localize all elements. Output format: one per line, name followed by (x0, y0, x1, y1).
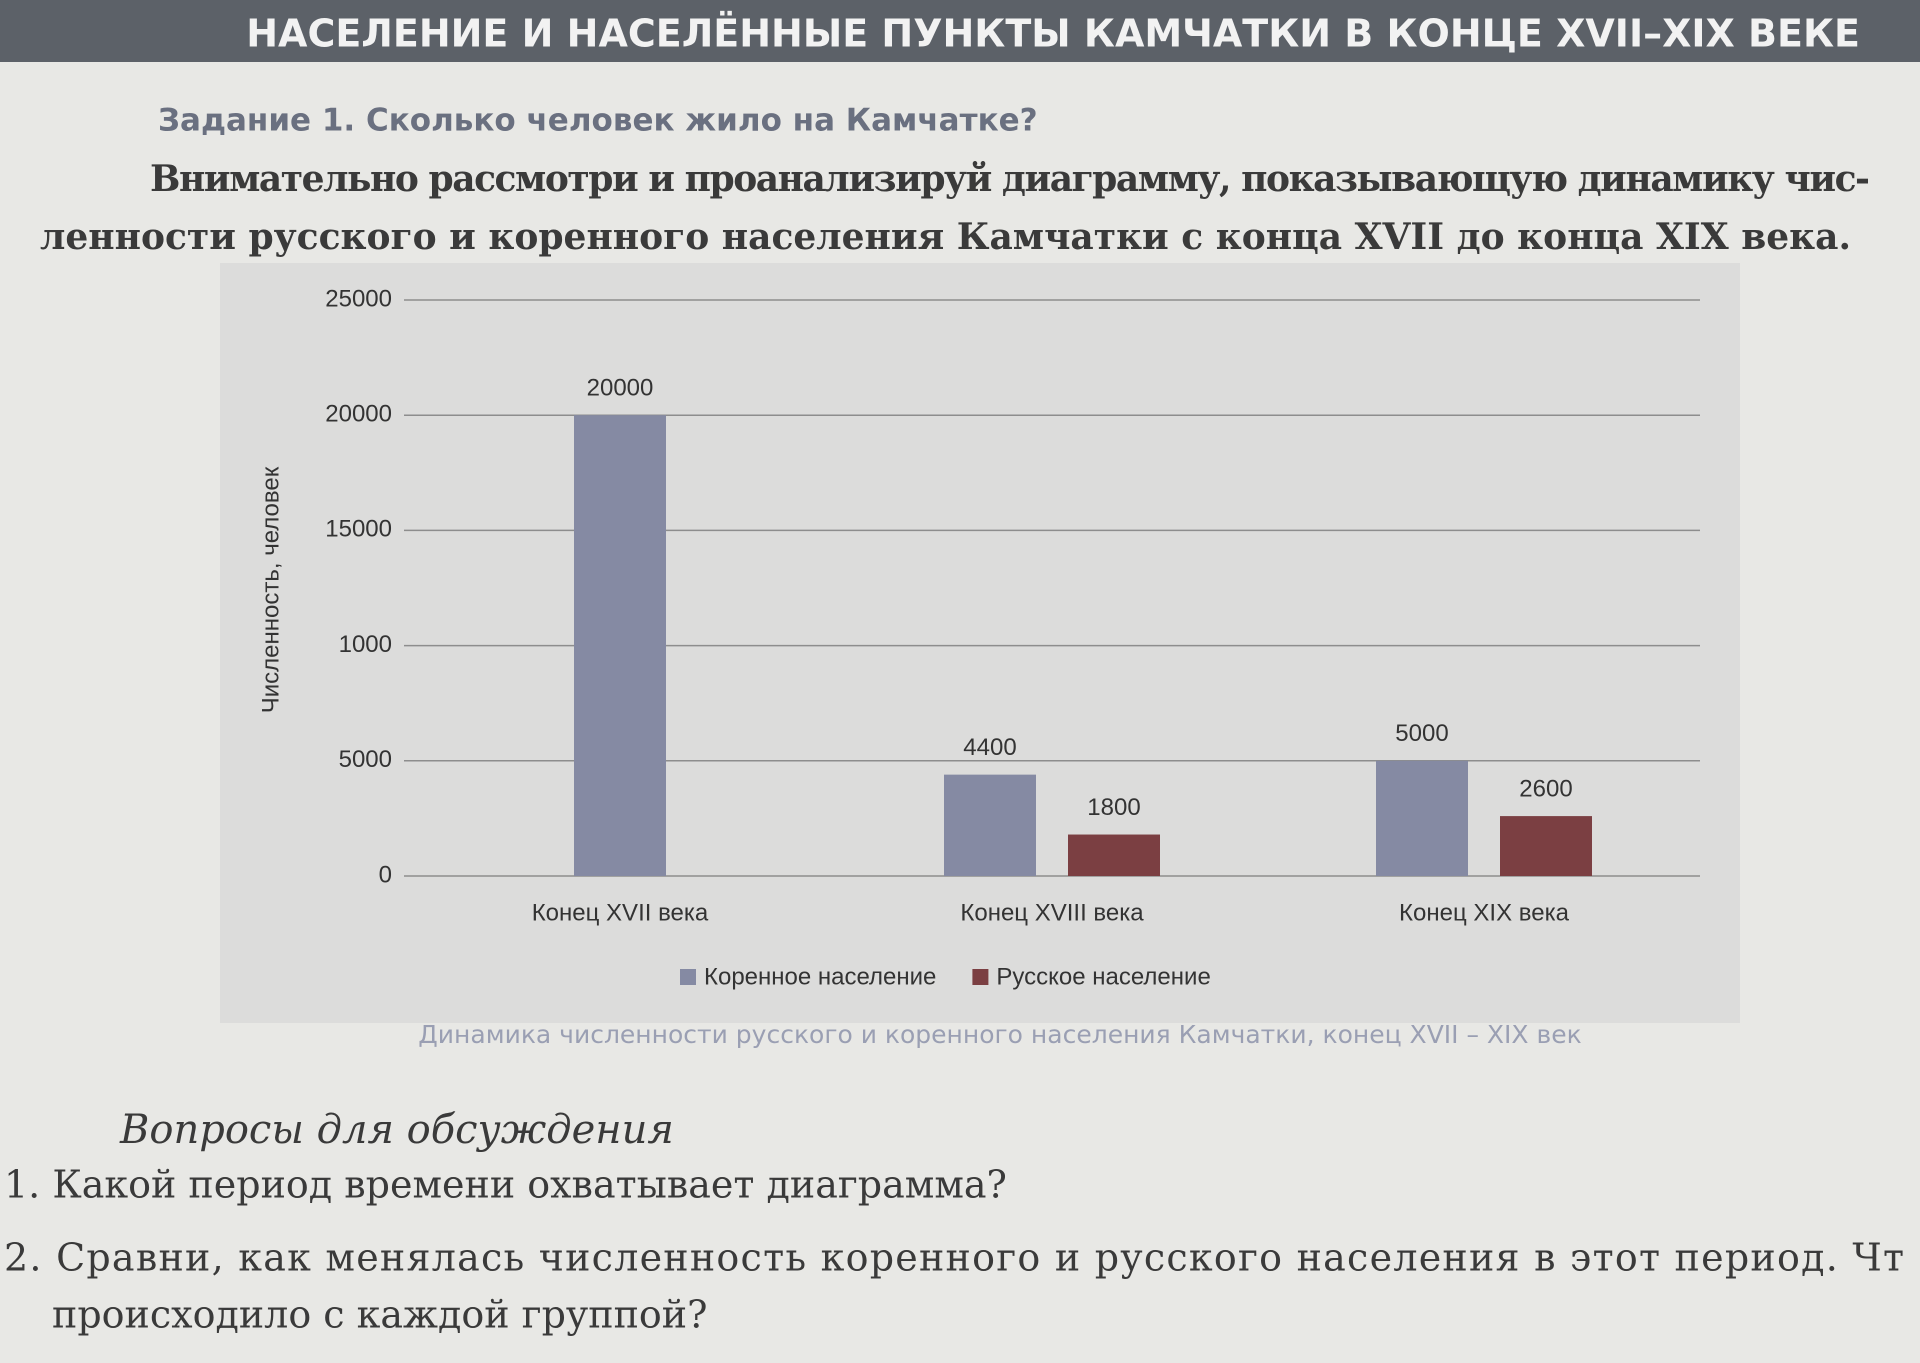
y-tick-label: 5000 (339, 746, 392, 773)
question-line: 1. Какой период времени охватывает диагр… (4, 1163, 1007, 1207)
bar (1500, 816, 1592, 876)
chart: 0 5000 1000 15000 20000 25000 Конец XVII века 2… (325, 285, 1700, 990)
x-tick-label: Конец XVIII века (960, 899, 1144, 926)
bar (574, 415, 666, 876)
header-title: НАСЕЛЕНИЕ И НАСЕЛЁННЫЕ ПУНКТЫ КАМЧАТКИ В… (246, 12, 1860, 56)
chart-panel (220, 263, 1740, 1023)
questions-title: Вопросы для обсуждения (119, 1107, 674, 1153)
task-title: Задание 1. Сколько человек жило на Камча… (158, 103, 1038, 139)
bar (944, 774, 1036, 876)
x-tick-label: Конец XVII века (532, 899, 709, 926)
bar (1376, 760, 1468, 876)
y-tick-label: 0 (379, 861, 392, 888)
y-tick-label: 20000 (325, 401, 392, 428)
data-label: 20000 (587, 375, 654, 402)
bar (1068, 834, 1160, 876)
questions: 1. Какой период времени охватывает диагр… (4, 1163, 1904, 1337)
chart-caption: Динамика численности русского и коренног… (418, 1020, 1581, 1049)
task-line: ленности русского и коренного населения … (40, 216, 1851, 258)
question-line: происходило с каждой группой? (52, 1293, 708, 1337)
y-tick-label: 15000 (325, 516, 392, 543)
question-line: 2. Сравни, как менялась численность коре… (4, 1236, 1904, 1280)
x-tick-label: Конец XIX века (1399, 899, 1570, 926)
task-line: Внимательно рассмотри и проанализируй ди… (150, 158, 1870, 200)
data-label: 1800 (1087, 794, 1140, 821)
data-label: 5000 (1395, 720, 1448, 747)
data-label: 2600 (1519, 775, 1572, 802)
data-label: 4400 (963, 734, 1016, 761)
y-tick-label: 25000 (325, 285, 392, 312)
legend-swatch (680, 969, 696, 985)
legend-label: Коренное население (704, 963, 936, 990)
legend-label: Русское население (996, 963, 1210, 990)
header-band (0, 0, 1920, 62)
y-axis-label: Численность, человек (257, 466, 284, 713)
y-tick-label: 1000 (339, 631, 392, 658)
legend-swatch (972, 969, 989, 985)
